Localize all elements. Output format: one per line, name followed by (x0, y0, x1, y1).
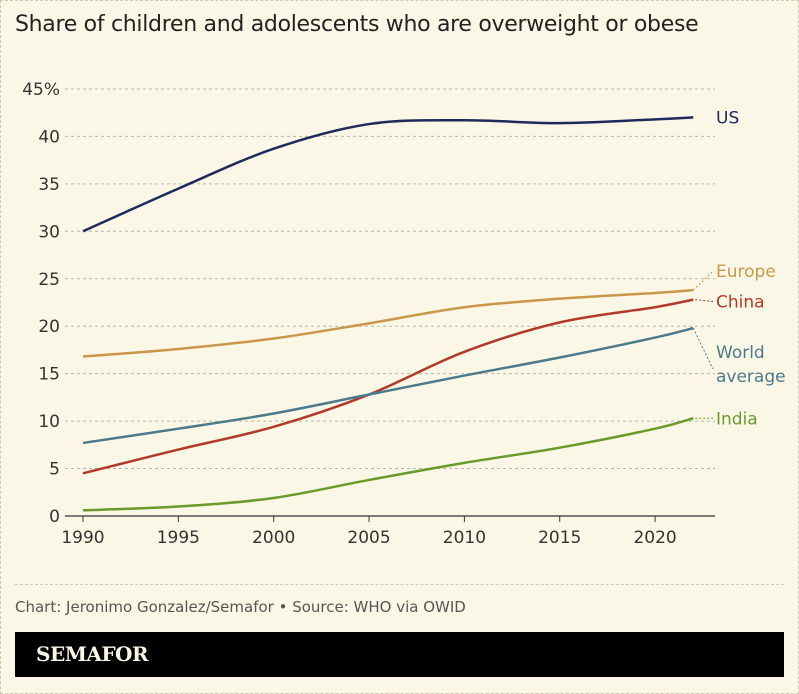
y-tick-label: 40 (38, 127, 60, 147)
series-label-india: India (716, 409, 758, 429)
series-line-world-average (82, 326, 694, 445)
y-tick-label: 5 (49, 460, 60, 480)
series-line-china (82, 298, 694, 475)
x-tick-label: 2010 (443, 528, 486, 548)
credit-text: Chart: Jeronimo Gonzalez/Semafor • Sourc… (15, 598, 466, 616)
y-tick-label: 20 (38, 317, 60, 337)
brand-bar: SEMAFOR (15, 632, 784, 677)
series-label-world-average: World (716, 343, 765, 363)
x-tick-label: 2015 (538, 528, 581, 548)
y-tick-label: 0 (49, 507, 60, 527)
leader-line-world-average (692, 327, 714, 370)
y-tick-label: 30 (38, 222, 60, 242)
divider (15, 584, 784, 585)
series-label-europe: Europe (716, 262, 776, 282)
semafor-logo: SEMAFOR (36, 642, 149, 666)
series-line-europe (82, 288, 694, 358)
series-label-china: China (716, 293, 765, 313)
x-tick-label: 2020 (633, 528, 676, 548)
line-chart: 0 5 10 15 20 25 30 35 40 45% 1990 1995 2000 2005 2010 2… (22, 80, 786, 548)
series-label-world-average: average (716, 367, 786, 387)
y-tick-label: 25 (38, 270, 60, 290)
leader-line-europe (692, 270, 714, 291)
x-tick-label: 2000 (252, 528, 295, 548)
x-tick-label: 1995 (157, 528, 200, 548)
y-tick-label: 45% (22, 80, 60, 100)
series-line-us (82, 116, 694, 233)
leader-line-china (695, 299, 714, 303)
series-line-india (82, 417, 694, 512)
series-label-us: US (716, 108, 739, 128)
y-tick-label: 15 (38, 365, 60, 385)
x-tick-label: 2005 (347, 528, 390, 548)
y-tick-label: 35 (38, 175, 60, 195)
x-tick-label: 1990 (61, 528, 104, 548)
chart-title: Share of children and adolescents who ar… (15, 12, 699, 37)
y-tick-label: 10 (38, 412, 60, 432)
